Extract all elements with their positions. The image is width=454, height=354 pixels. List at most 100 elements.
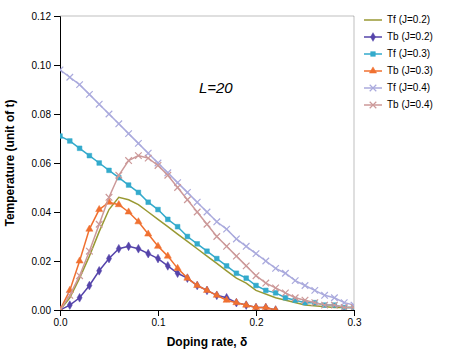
marker bbox=[194, 199, 201, 206]
marker bbox=[156, 207, 161, 212]
tick-mark bbox=[54, 114, 60, 115]
marker bbox=[214, 233, 221, 240]
line bbox=[60, 156, 354, 310]
tick-mark bbox=[158, 310, 159, 316]
marker bbox=[67, 301, 72, 310]
marker bbox=[184, 196, 191, 203]
line bbox=[60, 70, 354, 305]
marker bbox=[273, 291, 278, 296]
marker bbox=[272, 265, 279, 272]
tick: 0.10 bbox=[32, 60, 60, 71]
legend-label: Tf (J=0.2) bbox=[387, 14, 430, 25]
marker bbox=[224, 264, 229, 269]
line bbox=[60, 197, 354, 310]
marker bbox=[194, 281, 201, 287]
tick: 0.0 bbox=[54, 310, 68, 328]
marker bbox=[145, 230, 152, 236]
tick-label: 0.06 bbox=[32, 158, 52, 169]
marker bbox=[115, 201, 122, 207]
legend-label: Tb (J=0.3) bbox=[387, 65, 433, 76]
marker bbox=[262, 303, 269, 309]
marker bbox=[136, 244, 141, 253]
marker bbox=[76, 257, 83, 263]
marker bbox=[302, 282, 309, 289]
marker bbox=[165, 217, 170, 222]
marker bbox=[234, 271, 239, 276]
tick-label: 0.0 bbox=[54, 317, 68, 328]
marker bbox=[253, 272, 260, 279]
frame bbox=[60, 16, 354, 17]
series bbox=[60, 67, 354, 309]
marker bbox=[263, 258, 270, 265]
marker bbox=[223, 296, 230, 302]
tick-label: 0.1 bbox=[152, 317, 166, 328]
tick-mark bbox=[54, 163, 60, 164]
x-axis-title: Doping rate, δ bbox=[167, 335, 248, 349]
marker bbox=[135, 140, 142, 147]
legend-line bbox=[364, 19, 382, 21]
tick: 0.02 bbox=[32, 256, 60, 267]
marker bbox=[254, 283, 259, 288]
chart: 0.00.10.20.30.000.020.040.060.080.100.12… bbox=[0, 0, 454, 354]
marker bbox=[204, 209, 211, 216]
marker bbox=[282, 290, 289, 297]
marker bbox=[125, 157, 132, 164]
marker bbox=[96, 101, 103, 108]
marker bbox=[126, 183, 131, 188]
marker bbox=[60, 134, 62, 139]
marker bbox=[312, 287, 319, 294]
marker bbox=[77, 293, 82, 302]
series bbox=[60, 198, 279, 310]
marker bbox=[86, 91, 93, 98]
marker bbox=[60, 67, 63, 74]
tick-label: 0.10 bbox=[32, 60, 52, 71]
tick-mark bbox=[54, 212, 60, 213]
marker bbox=[233, 253, 240, 260]
marker bbox=[87, 153, 92, 158]
marker bbox=[223, 243, 230, 250]
marker bbox=[135, 218, 142, 224]
tick-label: 0.04 bbox=[32, 207, 52, 218]
marker bbox=[312, 299, 319, 306]
tick-label: 0.12 bbox=[32, 11, 52, 22]
marker bbox=[351, 304, 354, 310]
marker bbox=[135, 152, 142, 159]
legend-label: Tb (J=0.4) bbox=[387, 99, 433, 110]
marker bbox=[184, 189, 191, 196]
marker bbox=[86, 248, 93, 255]
marker bbox=[233, 236, 240, 243]
tick-label: 0.2 bbox=[250, 317, 264, 328]
series bbox=[60, 197, 354, 310]
title: L=20 bbox=[199, 79, 233, 96]
tick-mark bbox=[54, 65, 60, 66]
line bbox=[60, 246, 276, 310]
marker bbox=[155, 254, 160, 263]
marker bbox=[125, 130, 132, 137]
marker bbox=[126, 242, 131, 251]
axis-line bbox=[54, 17, 61, 311]
line bbox=[60, 136, 354, 307]
marker bbox=[283, 295, 288, 300]
marker bbox=[185, 234, 190, 239]
tick: 0.04 bbox=[32, 207, 60, 218]
marker bbox=[194, 209, 201, 216]
marker bbox=[292, 294, 299, 301]
legend-entry: Tb (J=0.4) bbox=[364, 99, 433, 110]
legend-label: Tf (J=0.4) bbox=[387, 82, 430, 93]
marker bbox=[263, 288, 268, 293]
legend-entry: Tf (J=0.4) bbox=[364, 82, 430, 93]
tick-mark bbox=[354, 310, 355, 316]
marker bbox=[67, 292, 74, 299]
y-axis-title: Temperature (unit of t) bbox=[3, 99, 17, 226]
marker bbox=[76, 272, 83, 279]
marker bbox=[302, 297, 309, 304]
marker bbox=[76, 81, 83, 88]
marker bbox=[77, 146, 82, 151]
legend-entry: Tb (J=0.3) bbox=[364, 65, 433, 76]
marker bbox=[195, 242, 200, 247]
marker bbox=[174, 264, 181, 270]
y-axis: 0.000.020.040.060.080.100.12 bbox=[32, 11, 61, 316]
marker bbox=[106, 194, 113, 201]
marker bbox=[205, 249, 210, 254]
marker bbox=[244, 276, 249, 281]
